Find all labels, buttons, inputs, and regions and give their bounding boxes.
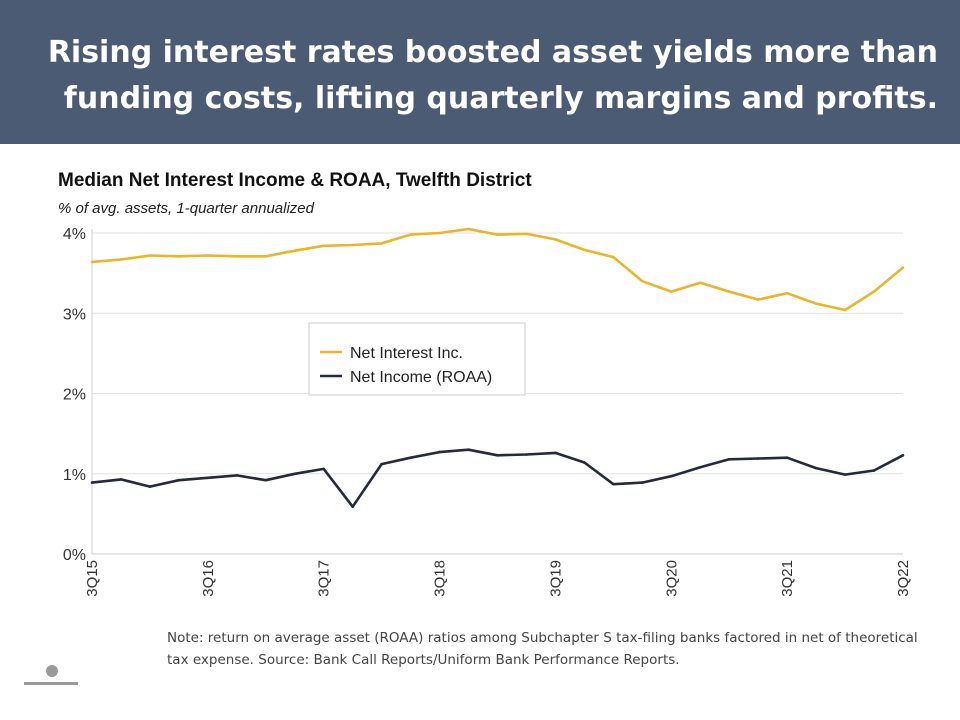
- data-point: [669, 474, 673, 478]
- data-point: [351, 243, 354, 247]
- data-point: [293, 472, 297, 476]
- data-point: [235, 474, 239, 477]
- data-point: [206, 476, 210, 480]
- data-point: [785, 456, 789, 460]
- data-point: [467, 448, 470, 451]
- data-point: [264, 478, 268, 482]
- data-point: [583, 248, 586, 252]
- data-point: [322, 244, 326, 248]
- x-tick-label: 3Q18: [432, 560, 449, 597]
- slide-nav-dot[interactable]: [46, 665, 58, 677]
- data-point: [467, 227, 470, 231]
- x-tick-label: 3Q19: [547, 560, 564, 597]
- data-point: [641, 279, 644, 283]
- data-point: [90, 260, 94, 264]
- data-point: [901, 266, 905, 269]
- data-point: [119, 258, 123, 261]
- data-point: [814, 302, 818, 305]
- data-point: [177, 478, 181, 482]
- data-point: [438, 450, 441, 454]
- data-point: [641, 481, 644, 484]
- legend-label: Net Income (ROAA): [350, 369, 492, 386]
- data-point: [872, 469, 876, 472]
- data-point: [669, 290, 673, 293]
- data-point: [119, 478, 123, 481]
- data-point: [322, 467, 326, 471]
- series-line-net-interest-inc: [91, 227, 904, 312]
- data-point: [756, 298, 760, 301]
- data-point: [351, 505, 354, 508]
- series-line-net-income-roaa: [91, 448, 904, 508]
- data-point: [554, 238, 557, 241]
- data-point: [206, 254, 210, 257]
- data-point: [90, 481, 94, 484]
- data-point: [438, 231, 441, 235]
- source-note: Note: return on average asset (ROAA) rat…: [167, 630, 918, 668]
- data-point: [264, 254, 268, 258]
- data-point: [901, 453, 905, 457]
- data-point: [554, 451, 557, 455]
- data-point: [525, 232, 528, 236]
- legend-label: Net Interest Inc.: [350, 345, 463, 362]
- data-point: [612, 255, 615, 259]
- legend-box: [308, 322, 526, 396]
- chart-title: Median Net Interest Income & ROAA, Twelf…: [58, 170, 532, 191]
- data-point: [583, 461, 586, 464]
- data-point: [235, 254, 239, 258]
- line-chart: 0% 1% 2% 3% 4% 3Q15 3Q16 3Q17 3Q18 3Q19 3Q20 3Q21 3Q…: [63, 226, 912, 597]
- y-tick-label: 2%: [63, 387, 86, 404]
- data-point: [785, 291, 789, 295]
- data-point: [177, 254, 181, 258]
- data-point: [525, 453, 528, 456]
- data-point: [727, 458, 731, 461]
- data-point: [409, 456, 412, 460]
- data-point: [814, 466, 818, 470]
- y-tick-label: 0%: [63, 547, 86, 564]
- slide-title: Rising interest rates boosted asset yiel…: [47, 35, 938, 116]
- data-point: [872, 290, 876, 293]
- x-tick-label: 3Q21: [779, 560, 796, 597]
- x-tick-label: 3Q15: [84, 560, 101, 597]
- data-point: [698, 466, 702, 469]
- slide-header: Rising interest rates boosted asset yiel…: [0, 0, 960, 144]
- data-point: [612, 482, 615, 486]
- data-point: [496, 453, 499, 457]
- chart-subtitle: % of avg. assets, 1-quarter annualized: [58, 200, 314, 217]
- data-point: [843, 308, 847, 312]
- data-point: [496, 233, 499, 236]
- slide-nav-bar[interactable]: [24, 682, 78, 685]
- data-point: [843, 473, 847, 476]
- y-tick-label: 1%: [63, 467, 86, 484]
- x-tick-label: 3Q22: [895, 560, 912, 597]
- data-point: [756, 457, 760, 460]
- y-tick-label: 4%: [63, 226, 86, 243]
- y-tick-label: 3%: [63, 306, 86, 323]
- x-tick-label: 3Q17: [316, 560, 333, 597]
- data-point: [409, 233, 412, 236]
- x-tick-label: 3Q20: [663, 560, 680, 597]
- data-point: [380, 462, 383, 466]
- data-point: [293, 249, 297, 252]
- data-point: [698, 281, 702, 285]
- data-point: [727, 290, 731, 293]
- data-point: [148, 254, 152, 257]
- data-point: [148, 485, 152, 488]
- data-point: [380, 242, 383, 245]
- x-tick-label: 3Q16: [200, 560, 217, 597]
